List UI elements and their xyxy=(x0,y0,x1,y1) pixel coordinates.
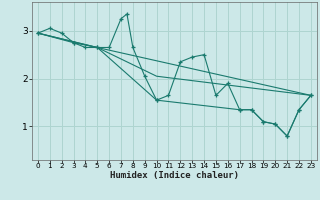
X-axis label: Humidex (Indice chaleur): Humidex (Indice chaleur) xyxy=(110,171,239,180)
